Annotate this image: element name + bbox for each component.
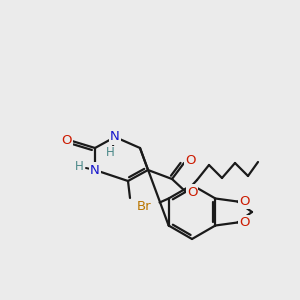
- Text: O: O: [62, 134, 72, 148]
- Text: O: O: [185, 154, 195, 167]
- Text: O: O: [187, 185, 197, 199]
- Text: Br: Br: [136, 200, 151, 213]
- Text: O: O: [239, 195, 250, 208]
- Text: O: O: [239, 216, 250, 229]
- Text: H: H: [75, 160, 83, 172]
- Text: H: H: [106, 146, 114, 160]
- Text: N: N: [110, 130, 120, 143]
- Text: N: N: [90, 164, 100, 176]
